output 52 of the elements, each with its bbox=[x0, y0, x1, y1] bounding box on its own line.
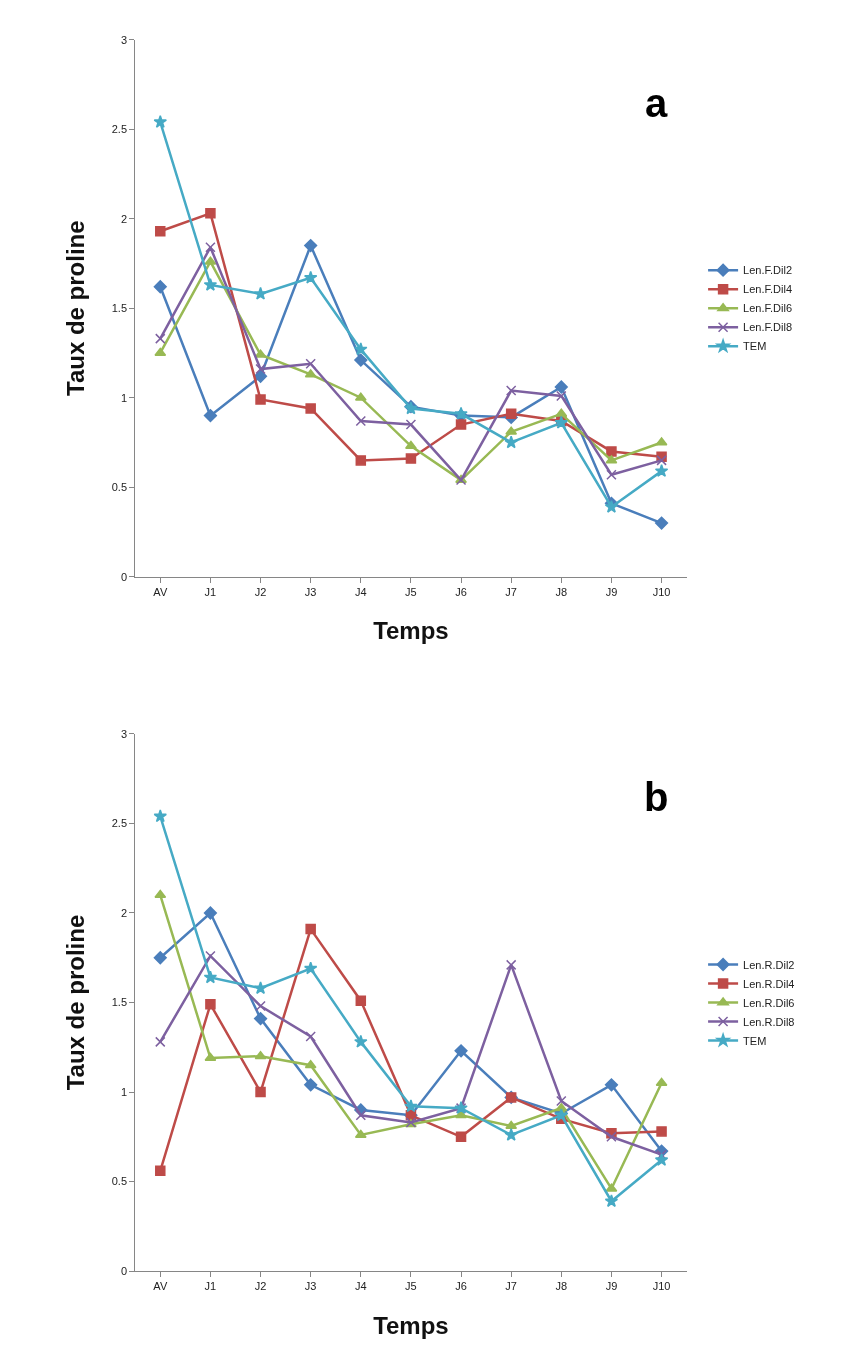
x-tick-label: J3 bbox=[304, 585, 317, 598]
y-tick-label: 3 bbox=[120, 33, 128, 46]
y-tick-label: 0 bbox=[120, 1264, 128, 1277]
y-tick-label: 2 bbox=[120, 906, 128, 919]
legend-label: Len.F.Dil4 bbox=[743, 283, 793, 296]
x-tick-label: J10 bbox=[652, 1280, 671, 1293]
y-tick-label: 2.5 bbox=[111, 123, 128, 136]
x-tick-label: J6 bbox=[455, 585, 467, 598]
x-tick-label: J2 bbox=[254, 585, 267, 598]
annotation: a bbox=[645, 81, 668, 125]
y-tick-label: 0.5 bbox=[111, 481, 128, 494]
y-tick-label: 1 bbox=[120, 1085, 128, 1098]
legend-label: TEM bbox=[743, 1034, 767, 1047]
y-tick-label: 3 bbox=[120, 727, 128, 740]
x-tick-label: AV bbox=[153, 1280, 168, 1293]
x-tick-label: J3 bbox=[304, 1280, 317, 1293]
x-tick-label: J5 bbox=[405, 1280, 417, 1293]
legend-label: Len.R.Dil8 bbox=[743, 1015, 795, 1028]
legend-label: Len.R.Dil6 bbox=[743, 996, 795, 1009]
y-tick-label: 0 bbox=[120, 570, 128, 583]
y-tick-label: 2.5 bbox=[111, 817, 128, 830]
legend-label: Len.F.Dil2 bbox=[743, 264, 793, 277]
x-axis-title: Temps bbox=[373, 617, 449, 645]
legend-label: Len.R.Dil2 bbox=[743, 958, 795, 971]
y-tick-label: 1.5 bbox=[111, 302, 128, 315]
x-axis-title: Temps bbox=[373, 1311, 449, 1339]
x-tick-label: J4 bbox=[354, 585, 367, 598]
x-tick-label: J1 bbox=[204, 1280, 217, 1293]
x-tick-label: J9 bbox=[605, 585, 618, 598]
x-tick-label: J5 bbox=[405, 585, 417, 598]
x-tick-label: J4 bbox=[354, 1280, 367, 1293]
x-tick-label: J10 bbox=[652, 585, 671, 598]
legend-label: Len.F.Dil6 bbox=[743, 302, 793, 315]
y-axis-title: Taux de proline bbox=[61, 220, 89, 396]
y-tick-label: 2 bbox=[120, 212, 128, 225]
annotation: b bbox=[644, 775, 669, 819]
x-tick-label: J8 bbox=[555, 1280, 568, 1293]
x-tick-label: J6 bbox=[455, 1280, 467, 1293]
y-axis-title: Taux de proline bbox=[61, 914, 89, 1091]
legend-label: Len.F.Dil8 bbox=[743, 321, 793, 334]
x-tick-label: J8 bbox=[555, 585, 568, 598]
x-tick-label: J1 bbox=[204, 585, 217, 598]
x-tick-label: J7 bbox=[505, 1280, 517, 1293]
x-tick-label: J2 bbox=[254, 1280, 267, 1293]
x-tick-label: J7 bbox=[505, 585, 517, 598]
legend-label: TEM bbox=[743, 340, 767, 353]
legend-label: Len.R.Dil4 bbox=[743, 977, 795, 990]
y-tick-label: 0.5 bbox=[111, 1175, 128, 1188]
x-tick-label: J9 bbox=[605, 1280, 618, 1293]
x-tick-label: AV bbox=[153, 585, 168, 598]
y-tick-label: 1.5 bbox=[111, 996, 128, 1009]
y-tick-label: 1 bbox=[120, 391, 128, 404]
